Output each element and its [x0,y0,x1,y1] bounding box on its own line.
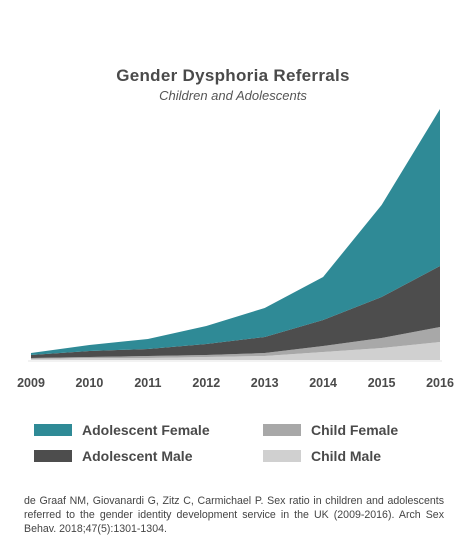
legend-swatch-adolescent-female [34,424,72,436]
chart-title: Gender Dysphoria Referrals [116,66,350,85]
area-series-child-female [31,327,440,359]
legend-swatch-child-male [263,450,301,462]
area-series-adolescent-female [31,109,440,355]
chart-areas [31,109,440,360]
legend-label-child-female: Child Female [311,422,399,438]
area-chart: 2009 2010 2011 2012 2013 2014 2015 2016 [17,109,454,390]
legend-swatch-child-female [263,424,301,436]
source-citation: de Graaf NM, Giovanardi G, Zitz C, Carmi… [24,495,444,535]
x-tick-label: 2014 [309,376,337,390]
x-tick-label: 2011 [134,376,161,390]
x-tick-label: 2016 [426,376,454,390]
legend-item-child-male: Child Male [263,448,381,464]
legend-item-adolescent-male: Adolescent Male [34,448,192,464]
legend-item-child-female: Child Female [263,422,398,438]
x-tick-label: 2009 [17,376,45,390]
legend-swatch-adolescent-male [34,450,72,462]
area-series-child-male [31,342,440,360]
legend-label-adolescent-female: Adolescent Female [82,422,210,438]
area-series-adolescent-male [31,266,440,358]
x-tick-labels: 2009 2010 2011 2012 2013 2014 2015 2016 [17,376,454,390]
legend-item-adolescent-female: Adolescent Female [34,422,210,438]
x-tick-label: 2010 [75,376,103,390]
legend-label-adolescent-male: Adolescent Male [82,448,193,464]
x-tick-label: 2013 [251,376,279,390]
legend-label-child-male: Child Male [311,448,382,464]
chart-legend: Adolescent Female Child Female Adolescen… [0,418,466,478]
x-tick-label: 2015 [368,376,396,390]
chart-subtitle: Children and Adolescents [159,88,307,103]
x-tick-label: 2012 [192,376,220,390]
